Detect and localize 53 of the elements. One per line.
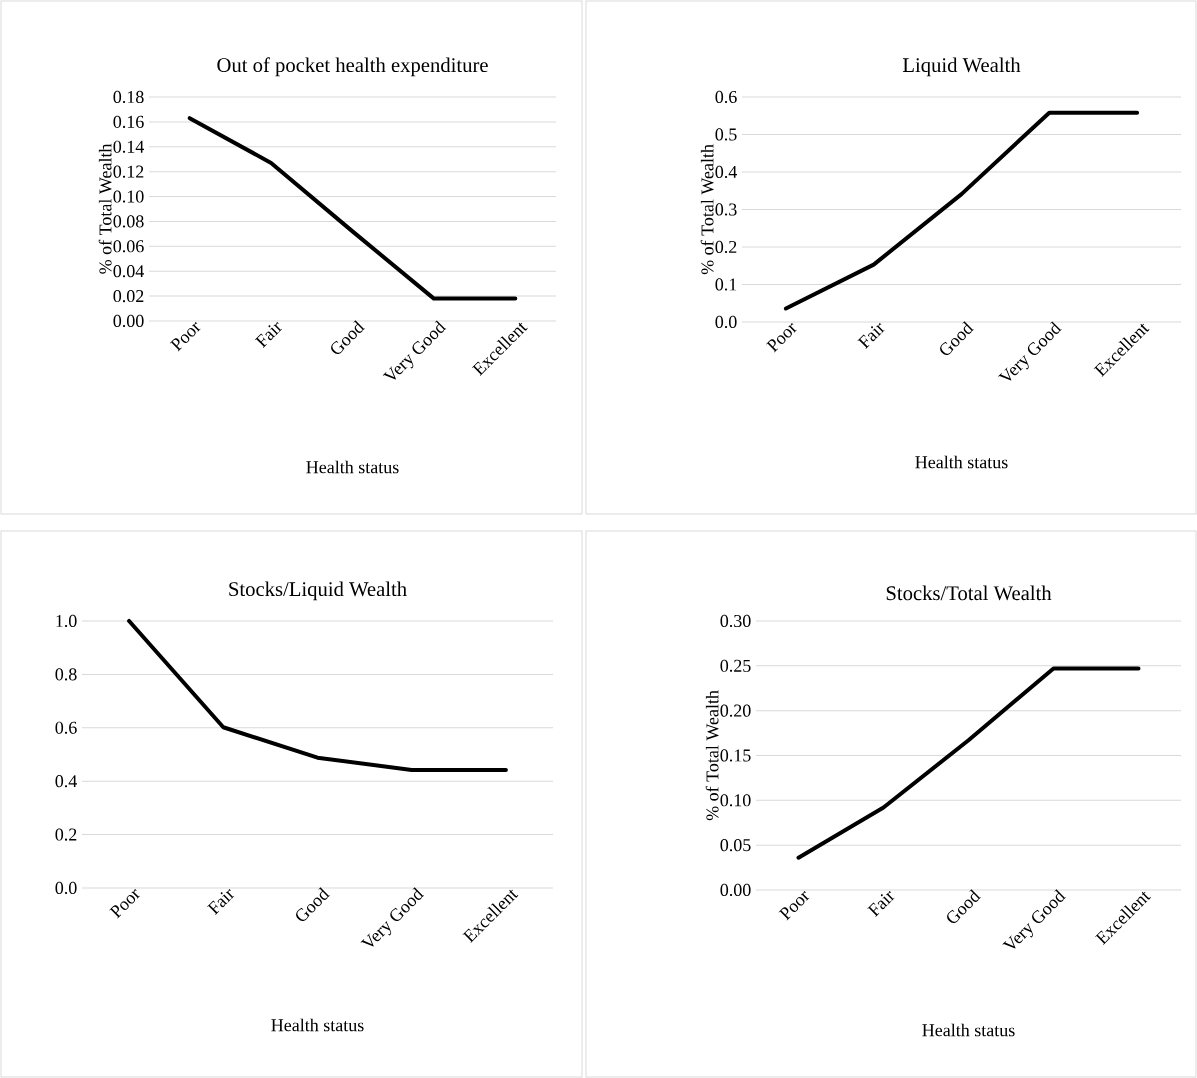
y-tick-label: 0.4	[715, 165, 738, 179]
y-tick-label: 0.16	[113, 115, 144, 128]
y-tick-label: 0.14	[113, 140, 145, 153]
chart-title: Liquid Wealth	[902, 57, 1021, 77]
x-tick-label: Fair	[254, 322, 283, 348]
y-tick-label: 0.10	[113, 190, 144, 203]
y-tick-label: 0.8	[55, 668, 77, 681]
y-tick-label: 0.0	[55, 881, 77, 895]
x-axis-title: Health status	[271, 1018, 364, 1032]
y-tick-label: 0.1	[715, 278, 737, 291]
y-tick-label: 0.12	[113, 165, 144, 178]
y-tick-label: 0.15	[720, 749, 751, 762]
y-tick-label: 0.04	[113, 265, 145, 278]
y-tick-label: 0.18	[113, 90, 144, 104]
y-tick-label: 0.3	[715, 203, 737, 216]
x-axis-title: Health status	[915, 455, 1008, 469]
chart-title: Stocks/Liquid Wealth	[229, 581, 407, 601]
x-tick-label: Poor	[169, 321, 201, 352]
y-tick-label: 0.02	[113, 289, 144, 303]
y-tick-label: 0.08	[113, 215, 144, 228]
x-tick-label: Poor	[778, 890, 810, 921]
y-tick-label: 0.0	[715, 315, 737, 329]
line-series	[127, 618, 508, 772]
line-series	[796, 666, 1141, 860]
line-series	[187, 116, 518, 301]
chart-title: Stocks/Total Wealth	[886, 585, 1052, 601]
x-tick-label: Poor	[766, 322, 797, 353]
y-tick-label: 0.10	[720, 794, 751, 807]
line-series	[783, 110, 1140, 311]
x-axis-title: Health status	[922, 1023, 1015, 1037]
y-tick-label: 0.2	[715, 240, 737, 254]
y-tick-label: 0.6	[715, 90, 737, 104]
x-axis-title: Health status	[306, 460, 399, 474]
y-tick-label: 0.25	[720, 659, 751, 672]
y-axis-title: % of Total Wealth	[700, 144, 714, 275]
y-tick-label: 0.00	[720, 883, 751, 897]
y-tick-label: 0.2	[55, 828, 77, 841]
chart-title: Out of pocket health expenditure	[217, 57, 488, 77]
y-axis-title: % of Total Wealth	[705, 690, 719, 821]
y-tick-label: 1.0	[56, 614, 77, 628]
y-tick-label: 0.6	[55, 721, 77, 734]
y-tick-label: 0.05	[720, 839, 751, 852]
y-tick-label: 0.00	[113, 314, 144, 328]
x-tick-label: Fair	[857, 323, 885, 349]
y-tick-label: 0.4	[55, 775, 78, 788]
y-tick-label: 0.06	[113, 240, 144, 253]
x-tick-label: Fair	[207, 889, 235, 915]
y-axis-title: % of Total Wealth	[98, 143, 112, 274]
x-tick-label: Fair	[867, 891, 895, 917]
y-tick-label: 0.30	[720, 614, 751, 628]
y-tick-label: 0.20	[720, 704, 751, 717]
y-tick-label: 0.5	[715, 128, 737, 141]
x-tick-label: Poor	[109, 888, 140, 919]
